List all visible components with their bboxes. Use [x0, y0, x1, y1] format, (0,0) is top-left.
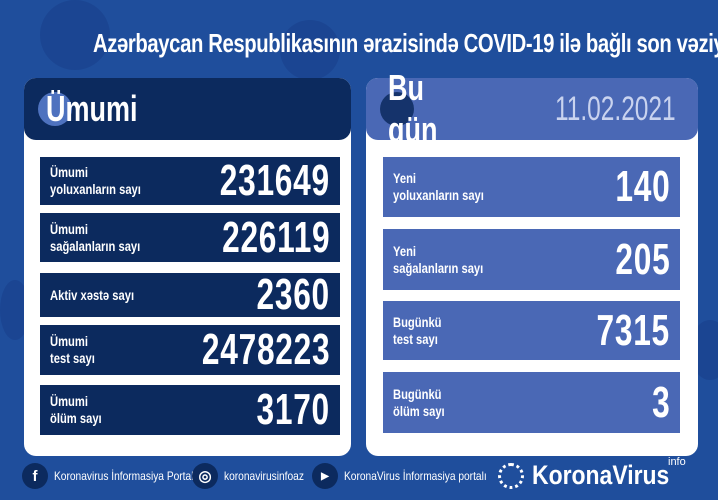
total-heading: Ümumi: [46, 88, 138, 129]
row-label: Ümumi yoluxanların sayı: [50, 164, 141, 197]
instagram-icon: ◎: [192, 463, 218, 489]
row-value: 7315: [596, 305, 670, 355]
youtube-link[interactable]: ▶ KoronaVirus İnformasiya portalı: [312, 463, 512, 489]
instagram-text: koronavirusinfoaz: [224, 469, 304, 483]
row-label: Ümumi sağalanların sayı: [50, 220, 141, 254]
row-value: 3: [651, 377, 670, 427]
koronavirus-logo: KoronaVirus info: [498, 456, 694, 491]
today-heading: Bu gün: [388, 67, 438, 150]
youtube-text: KoronaVirus İnformasiya portalı: [344, 469, 487, 483]
instagram-link[interactable]: ◎ koronavirusinfoaz: [192, 463, 318, 489]
row-label: Aktiv xəstə sayı: [50, 286, 135, 303]
logo-brand: KoronaVirus: [532, 460, 670, 490]
today-row-tests: Bugünkü test sayı 7315: [383, 301, 680, 360]
row-value: 2360: [256, 270, 330, 319]
row-value: 140: [614, 162, 670, 211]
virus-icon: [380, 92, 414, 126]
virus-decoration: [40, 0, 110, 70]
today-header: Bu gün 11.02.2021: [366, 67, 698, 150]
total-row-infected: Ümumi yoluxanların sayı 231649: [40, 156, 340, 205]
total-panel: Ümumi Ümumi yoluxanların sayı 231649 Ümum…: [24, 78, 351, 456]
virus-icon: [38, 92, 72, 126]
today-date: 11.02.2021: [555, 89, 676, 128]
today-panel: Bu gün 11.02.2021 Yeni yoluxanların sayı…: [366, 67, 698, 456]
title-text: Azərbaycan Respublikasının ərazisində CO…: [93, 28, 718, 58]
logo-suffix: info: [668, 456, 686, 468]
facebook-link[interactable]: f Koronavirus İnformasiya Portalı: [22, 463, 221, 489]
today-row-deaths: Bugünkü ölüm sayı 3: [383, 372, 680, 433]
row-label: Ümumi ölüm sayı: [50, 393, 102, 426]
total-header: Ümumi: [24, 78, 351, 140]
row-value: 226119: [221, 212, 330, 262]
row-label: Yeni sağalanların sayı: [393, 242, 484, 276]
total-row-active: Aktiv xəstə sayı 2360: [40, 270, 340, 319]
row-label: Ümumi test sayı: [50, 333, 95, 366]
footer: f Koronavirus İnformasiya Portalı ◎ korona…: [0, 458, 718, 494]
youtube-icon: ▶: [312, 463, 338, 489]
today-row-infected: Yeni yoluxanların sayı 140: [383, 157, 680, 217]
row-value: 2478223: [201, 325, 330, 374]
facebook-text: Koronavirus İnformasiya Portalı: [54, 469, 197, 483]
virus-decoration: [280, 20, 340, 80]
row-label: Yeni yoluxanların sayı: [393, 170, 484, 203]
row-value: 231649: [219, 156, 330, 205]
today-row-recovered: Yeni sağalanların sayı 205: [383, 229, 680, 290]
row-value: 205: [614, 234, 670, 284]
facebook-icon: f: [22, 463, 48, 489]
total-row-recovered: Ümumi sağalanların sayı 226119: [40, 213, 340, 262]
page-title: Azərbaycan Respublikasının ərazisində CO…: [0, 28, 718, 59]
row-value: 3170: [256, 385, 330, 434]
sun-virus-icon: [498, 462, 524, 489]
row-label: Bugünkü test sayı: [393, 313, 442, 347]
total-row-tests: Ümumi test sayı 2478223: [40, 325, 340, 375]
total-row-deaths: Ümumi ölüm sayı 3170: [40, 385, 340, 435]
row-label: Bugünkü ölüm sayı: [393, 385, 445, 419]
